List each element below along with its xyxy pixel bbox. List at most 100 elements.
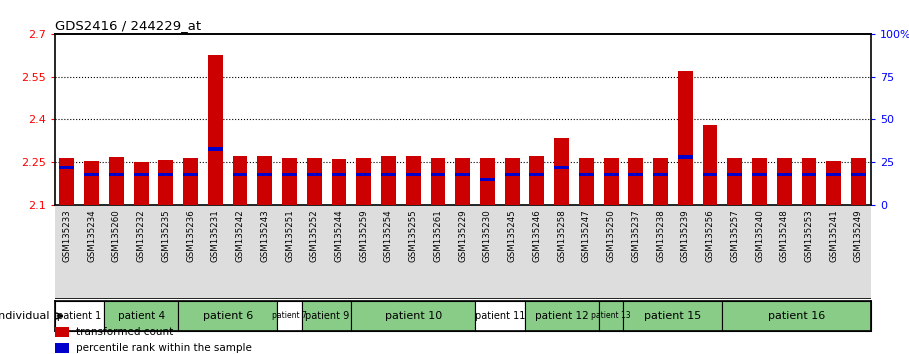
Bar	[480, 178, 494, 182]
Text: patient 12: patient 12	[534, 311, 588, 321]
FancyBboxPatch shape	[524, 301, 599, 331]
Text: patient 16: patient 16	[768, 311, 825, 321]
Bar	[777, 172, 792, 176]
Bar	[504, 172, 520, 176]
Text: GSM135253: GSM135253	[804, 209, 814, 262]
Bar	[55, 343, 69, 353]
Bar	[134, 172, 148, 176]
Bar	[604, 158, 618, 205]
Text: GDS2416 / 244229_at: GDS2416 / 244229_at	[55, 19, 201, 33]
Text: GSM135255: GSM135255	[409, 209, 418, 262]
Bar	[851, 158, 866, 205]
Bar	[109, 157, 124, 205]
Bar	[752, 172, 767, 176]
Text: patient 7: patient 7	[272, 312, 307, 320]
Bar	[158, 160, 174, 205]
Bar	[208, 55, 223, 205]
Text: GSM135237: GSM135237	[632, 209, 640, 262]
Bar	[455, 158, 470, 205]
Bar	[184, 172, 198, 176]
Text: patient 6: patient 6	[203, 311, 253, 321]
Text: patient 10: patient 10	[385, 311, 442, 321]
Bar	[529, 155, 544, 205]
Bar	[628, 172, 644, 176]
Text: GSM135232: GSM135232	[136, 209, 145, 262]
FancyBboxPatch shape	[723, 301, 871, 331]
Text: GSM135254: GSM135254	[384, 209, 393, 262]
Text: GSM135233: GSM135233	[63, 209, 72, 262]
Bar	[628, 158, 644, 205]
Bar	[727, 172, 742, 176]
Bar	[579, 158, 594, 205]
Bar	[480, 158, 494, 205]
Bar	[282, 172, 297, 176]
Bar	[752, 158, 767, 205]
Bar	[208, 147, 223, 150]
Text: GSM135229: GSM135229	[458, 209, 467, 262]
Text: patient 13: patient 13	[591, 312, 631, 320]
Text: GSM135252: GSM135252	[310, 209, 319, 262]
Text: GSM135231: GSM135231	[211, 209, 220, 262]
FancyBboxPatch shape	[55, 301, 104, 331]
FancyBboxPatch shape	[599, 301, 624, 331]
Bar	[529, 172, 544, 176]
Bar	[703, 172, 717, 176]
Bar	[405, 172, 421, 176]
Bar	[332, 159, 346, 205]
Bar	[851, 172, 866, 176]
Bar	[431, 158, 445, 205]
Text: GSM135243: GSM135243	[260, 209, 269, 262]
Text: patient 1: patient 1	[57, 311, 102, 321]
Text: GSM135241: GSM135241	[829, 209, 838, 262]
Bar	[405, 156, 421, 205]
Bar	[455, 172, 470, 176]
Bar	[134, 162, 148, 205]
Bar	[826, 161, 841, 205]
Bar	[777, 158, 792, 205]
Text: patient 15: patient 15	[644, 311, 702, 321]
Bar	[356, 172, 371, 176]
Bar	[727, 158, 742, 205]
Bar	[802, 172, 816, 176]
FancyBboxPatch shape	[104, 301, 178, 331]
Bar	[85, 172, 99, 176]
Text: GSM135258: GSM135258	[557, 209, 566, 262]
Bar	[826, 172, 841, 176]
Bar	[109, 172, 124, 176]
Bar	[307, 158, 322, 205]
Bar	[55, 327, 69, 337]
Bar	[356, 158, 371, 205]
Text: GSM135239: GSM135239	[681, 209, 690, 262]
Bar	[59, 166, 75, 170]
Bar	[504, 158, 520, 205]
Text: GSM135235: GSM135235	[162, 209, 170, 262]
Bar	[554, 166, 569, 170]
Text: GSM135230: GSM135230	[483, 209, 492, 262]
Text: GSM135247: GSM135247	[582, 209, 591, 262]
Bar	[703, 125, 717, 205]
Text: GSM135246: GSM135246	[533, 209, 542, 262]
Bar	[257, 155, 272, 205]
Text: GSM135256: GSM135256	[705, 209, 714, 262]
Text: GSM135240: GSM135240	[755, 209, 764, 262]
Bar	[257, 172, 272, 176]
Bar	[59, 158, 75, 205]
FancyBboxPatch shape	[178, 301, 277, 331]
Text: GSM135259: GSM135259	[359, 209, 368, 262]
Bar	[85, 161, 99, 205]
Text: GSM135242: GSM135242	[235, 209, 245, 262]
Text: percentile rank within the sample: percentile rank within the sample	[75, 343, 252, 353]
Bar	[579, 172, 594, 176]
Text: patient 9: patient 9	[305, 311, 349, 321]
Text: patient 4: patient 4	[117, 311, 165, 321]
Text: transformed count: transformed count	[75, 327, 173, 337]
Bar	[802, 158, 816, 205]
Bar	[554, 138, 569, 205]
Text: GSM135236: GSM135236	[186, 209, 195, 262]
Text: GSM135244: GSM135244	[335, 209, 344, 262]
Bar	[158, 172, 174, 176]
FancyBboxPatch shape	[624, 301, 723, 331]
FancyBboxPatch shape	[277, 301, 302, 331]
Bar	[431, 172, 445, 176]
Text: GSM135250: GSM135250	[606, 209, 615, 262]
